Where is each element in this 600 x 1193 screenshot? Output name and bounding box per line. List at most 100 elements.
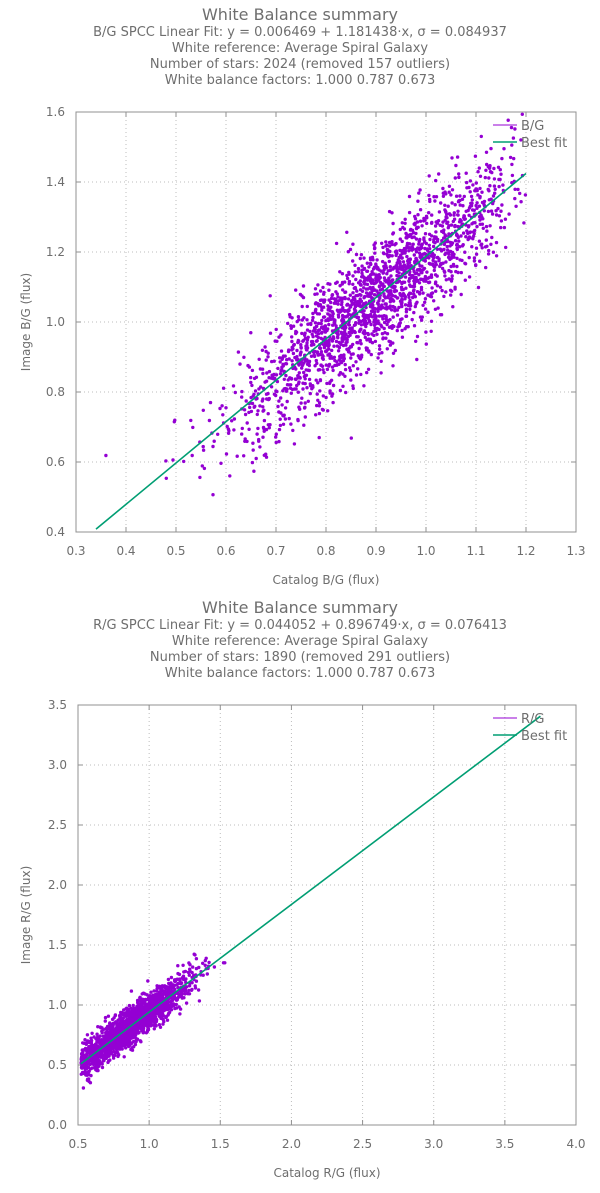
data-point [180,996,184,1000]
data-point [250,401,255,406]
data-point [390,242,394,247]
data-point [96,1040,101,1044]
data-point [397,305,401,310]
data-point [300,294,304,298]
data-point [330,348,334,353]
data-point [348,247,353,252]
x-axis-label: Catalog B/G (flux) [273,573,380,587]
data-point [469,194,474,199]
data-point [280,356,285,360]
data-point [475,201,479,205]
data-point [220,404,224,408]
data-point [391,232,395,236]
data-point [182,459,186,464]
data-point [466,225,471,229]
data-point [264,427,269,432]
data-point [134,1036,138,1041]
data-point [366,287,370,291]
x-tick-label: 0.5 [68,1137,87,1151]
data-point [344,341,348,345]
data-point [359,355,364,359]
data-point [442,269,446,273]
data-point [287,348,291,352]
data-point [318,378,323,383]
data-point [145,1028,150,1032]
data-point [519,200,523,204]
data-point [373,293,377,297]
x-tick-label: 1.2 [516,544,535,558]
data-point [253,404,257,408]
data-point [118,1037,122,1041]
data-point [336,349,341,353]
data-point [457,172,461,176]
data-point [157,995,161,999]
data-point [141,997,145,1001]
data-point [390,240,394,244]
data-point [294,288,298,292]
data-point [313,321,318,325]
data-point [372,265,377,269]
data-point [388,300,392,304]
data-point [347,308,351,312]
data-point [445,221,449,225]
data-point [305,304,309,309]
data-point [467,255,471,260]
data-point [421,291,425,295]
data-point [494,254,499,258]
data-point [382,284,386,289]
data-point [420,224,424,228]
data-point [110,1017,115,1022]
data-point [377,314,382,318]
data-point [355,289,359,293]
data-point [468,190,472,194]
data-point [443,233,447,237]
data-point [322,370,326,375]
data-point [450,188,455,192]
data-point [377,352,381,356]
data-point [110,1027,114,1031]
data-point [207,960,211,965]
data-point [432,299,436,303]
data-point [336,332,340,337]
data-point [263,380,267,384]
data-point [102,1048,106,1053]
data-point [106,1060,110,1065]
data-point [385,305,389,309]
data-point [343,309,347,313]
data-point [294,331,298,336]
data-point [403,295,408,299]
data-point [273,339,277,343]
data-point [339,308,343,312]
data-point [400,304,404,309]
data-point [314,339,319,343]
data-point [381,282,385,286]
data-point [295,348,299,353]
data-point [289,324,293,328]
data-point [410,284,415,289]
data-point [126,1021,130,1026]
data-point [104,453,108,458]
data-point [224,406,228,410]
data-point [406,325,410,329]
data-point [499,225,503,230]
data-point [411,289,416,293]
data-point [266,423,270,427]
data-point [277,439,281,444]
data-point [368,256,373,260]
data-point [308,382,312,386]
data-point [441,191,445,195]
data-point [431,262,435,266]
data-point [176,964,180,968]
data-point [494,213,499,217]
data-point [160,1012,164,1016]
data-point [143,999,147,1003]
data-point [412,292,416,296]
data-point [256,426,260,431]
data-point [226,427,231,431]
data-point [183,969,188,974]
data-point [367,265,371,269]
data-point [388,318,392,322]
data-point [372,288,376,292]
rg-chart-panel: White Balance summary R/G SPCC Linear Fi… [0,596,600,1193]
data-point [124,1011,128,1015]
